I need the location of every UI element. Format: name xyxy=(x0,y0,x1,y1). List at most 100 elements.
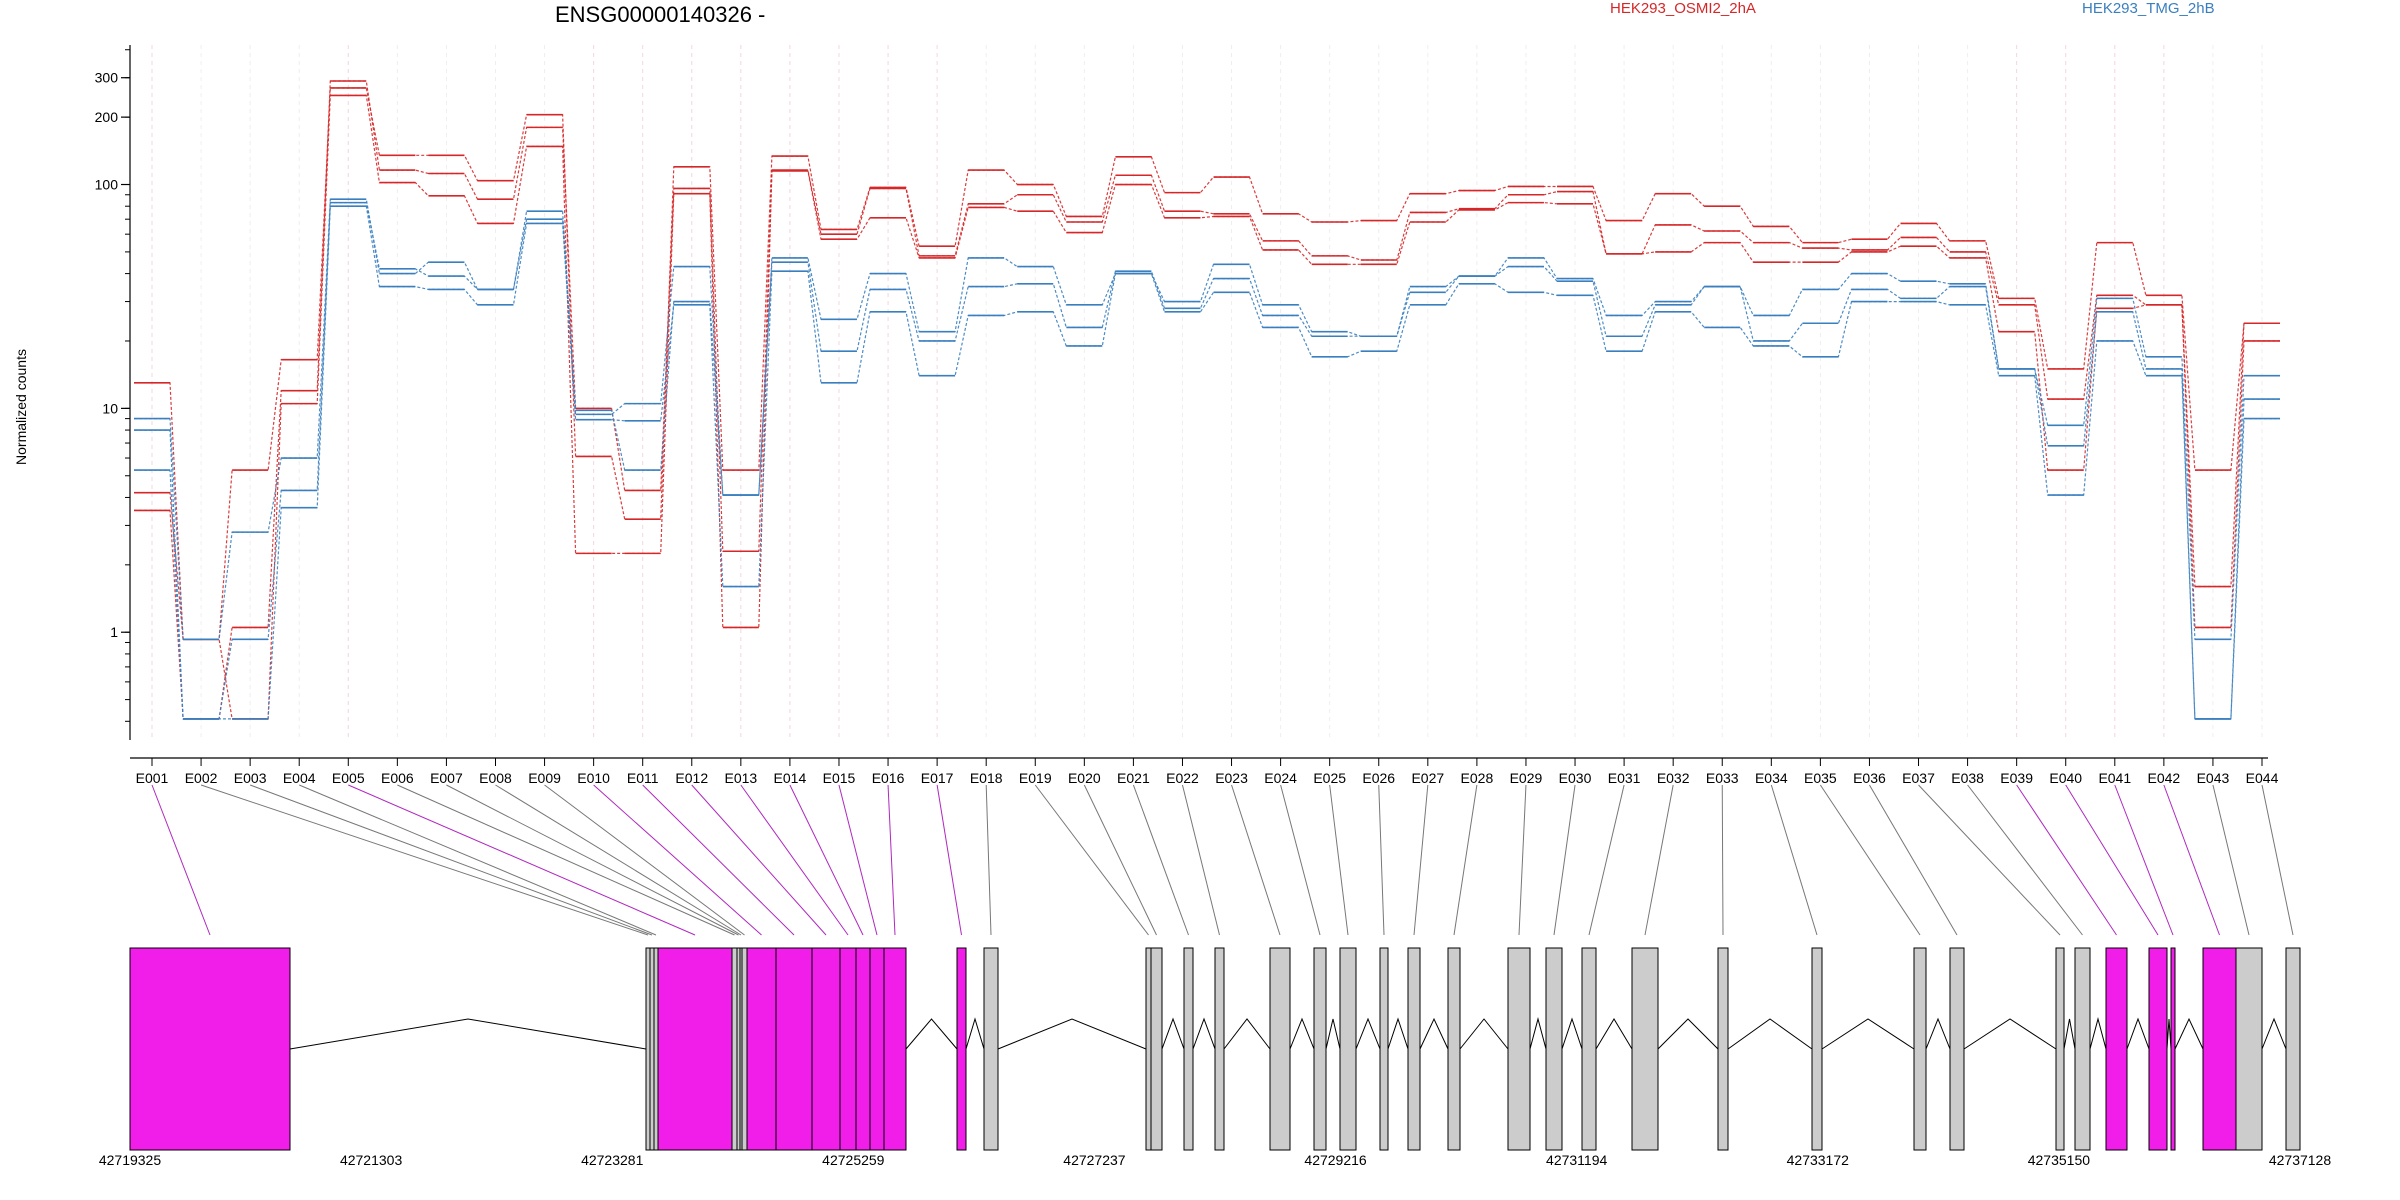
connector-e039 xyxy=(2016,784,2117,936)
x-tick-label-e041: E041 xyxy=(2098,770,2131,786)
connector-e009 xyxy=(544,784,745,936)
x-tick-label-e007: E007 xyxy=(430,770,463,786)
intron-e031 xyxy=(1595,1018,1633,1050)
y-axis-label: Normalized counts xyxy=(13,349,29,465)
connector-e017 xyxy=(936,784,962,936)
x-tick-label-e033: E033 xyxy=(1706,770,1739,786)
intron-e027 xyxy=(1419,1017,1449,1050)
connector-e044 xyxy=(2261,784,2294,936)
connector-e019 xyxy=(1034,784,1149,936)
gene-model xyxy=(129,947,2301,1151)
x-tick-label-e032: E032 xyxy=(1657,770,1690,786)
x-tick-label-e005: E005 xyxy=(332,770,365,786)
connector-e034 xyxy=(1770,784,1818,936)
x-tick-label-e038: E038 xyxy=(1951,770,1984,786)
exon-block-e004 xyxy=(653,947,659,1151)
x-tick-label-e035: E035 xyxy=(1804,770,1837,786)
x-tick-label-e031: E031 xyxy=(1608,770,1641,786)
x-tick-label-e015: E015 xyxy=(823,770,856,786)
intron-e021 xyxy=(1192,1017,1216,1050)
exon-block-e043 xyxy=(2235,947,2263,1151)
y-tick-label-300: 300 xyxy=(95,70,119,86)
exon-block-e027 xyxy=(1407,947,1421,1151)
exon-block-e003 xyxy=(649,947,655,1151)
exon-block-e010 xyxy=(746,947,777,1151)
connector-e014 xyxy=(789,784,864,936)
exon-block-e021 xyxy=(1183,947,1194,1151)
exon-block-e015 xyxy=(869,947,885,1151)
x-tick-label-e002: E002 xyxy=(185,770,218,786)
connector-e005 xyxy=(348,784,696,936)
series-line-3 xyxy=(134,94,2280,720)
connector-e032 xyxy=(1644,784,1674,936)
x-tick-label-e039: E039 xyxy=(2000,770,2033,786)
intron-e037 xyxy=(2063,1018,2076,1050)
series-line-5 xyxy=(134,202,2280,720)
x-tick-label-e026: E026 xyxy=(1362,770,1395,786)
connector-e007 xyxy=(446,784,739,936)
intron-e020 xyxy=(1161,1017,1185,1050)
intron-e029 xyxy=(1529,1017,1547,1050)
exon-block-e024 xyxy=(1313,947,1327,1151)
connector-e033 xyxy=(1721,784,1724,936)
exon-block-e044 xyxy=(2285,947,2301,1151)
connector-e029 xyxy=(1518,784,1527,936)
intron-e039 xyxy=(2126,1017,2150,1050)
legend-entry-osmi2: HEK293_OSMI2_2hA xyxy=(1610,0,1756,17)
connector-e020 xyxy=(1083,784,1157,936)
x-tick-label-e043: E043 xyxy=(2197,770,2230,786)
intron-e022 xyxy=(1223,1018,1271,1050)
coordinate-label-7: 42733172 xyxy=(1787,1152,1850,1168)
connector-e037 xyxy=(1918,784,2061,936)
connector-e015 xyxy=(838,784,878,936)
intron-e043 xyxy=(2261,1017,2287,1050)
coordinate-label-6: 42731194 xyxy=(1546,1152,1607,1168)
x-tick-label-e021: E021 xyxy=(1117,770,1150,786)
connector-e027 xyxy=(1413,784,1429,936)
x-tick-label-e034: E034 xyxy=(1755,770,1788,786)
connector-e041 xyxy=(2114,784,2174,936)
intron-e032 xyxy=(1657,1018,1719,1050)
x-tick-label-e029: E029 xyxy=(1510,770,1543,786)
x-tick-label-e004: E004 xyxy=(283,770,316,786)
x-tick-label-e036: E036 xyxy=(1853,770,1886,786)
intron-e016 xyxy=(905,1018,958,1050)
x-tick-label-e040: E040 xyxy=(2049,770,2082,786)
x-tick-label-e030: E030 xyxy=(1559,770,1592,786)
exon-block-e019 xyxy=(1145,947,1152,1151)
coordinate-label-5: 42729216 xyxy=(1304,1152,1367,1168)
connector-e043 xyxy=(2212,784,2250,936)
exon-block-e014 xyxy=(855,947,871,1151)
x-tick-label-e008: E008 xyxy=(479,770,512,786)
x-tick-label-e016: E016 xyxy=(872,770,905,786)
coordinate-label-9: 42737128 xyxy=(2269,1152,2332,1168)
connector-e011 xyxy=(642,784,795,936)
intron-e024 xyxy=(1325,1018,1341,1050)
intron-e001 xyxy=(289,1018,647,1050)
connector-e035 xyxy=(1819,784,1921,936)
axis-layer: 1 10 100 200 300 E001 E002 E003 E004 E005 E006 E007… xyxy=(95,45,2279,786)
y-tick-label-1: 1 xyxy=(110,624,118,640)
exon-block-e017 xyxy=(956,947,967,1151)
x-tick-label-e011: E011 xyxy=(627,770,659,786)
x-tick-label-e023: E023 xyxy=(1215,770,1248,786)
series-line-2 xyxy=(134,80,2280,720)
coordinate-label-8: 42735150 xyxy=(2028,1152,2091,1168)
connector-e004 xyxy=(299,784,657,936)
exon-block-e028 xyxy=(1447,947,1461,1151)
x-tick-label-e019: E019 xyxy=(1019,770,1052,786)
x-tick-label-e010: E010 xyxy=(577,770,610,786)
y-tick-label-100: 100 xyxy=(95,177,119,193)
connector-e016 xyxy=(887,784,896,936)
connector-e024 xyxy=(1280,784,1321,936)
intron-e030 xyxy=(1561,1017,1583,1050)
intron-e040 xyxy=(2166,1018,2172,1050)
genomic-coordinate-axis: 42719325 42721303 42723281 42725259 42727237… xyxy=(99,1152,2332,1168)
series-line-6 xyxy=(134,205,2280,720)
exon-block-e041 xyxy=(2170,947,2176,1151)
connector-layer xyxy=(151,784,2294,936)
exon-block-e037 xyxy=(2055,947,2065,1151)
exon-block-e042 xyxy=(2202,947,2237,1151)
